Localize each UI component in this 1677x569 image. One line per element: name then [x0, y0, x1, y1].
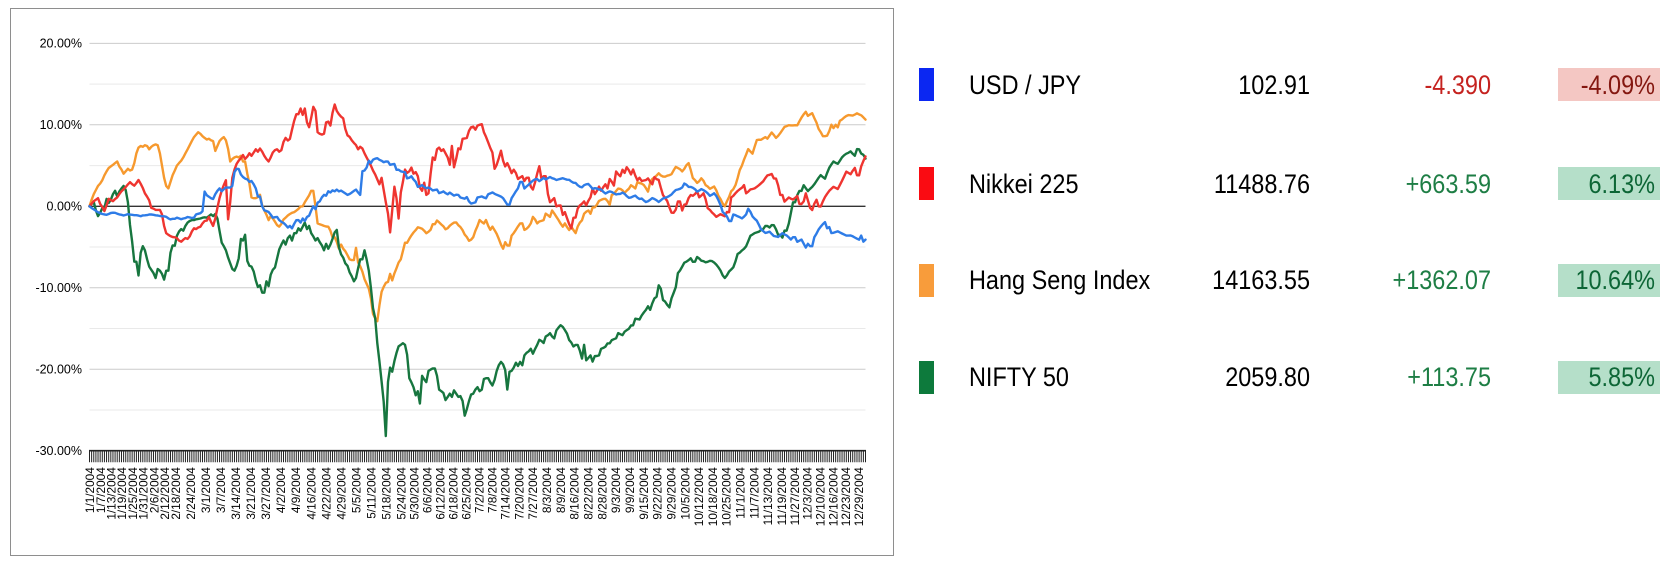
svg-text:2/6/2004: 2/6/2004: [147, 467, 161, 513]
svg-text:11/7/2004: 11/7/2004: [747, 467, 761, 519]
svg-text:4/22/2004: 4/22/2004: [319, 467, 333, 520]
svg-text:2/12/2004: 2/12/2004: [158, 467, 172, 520]
svg-text:6/25/2004: 6/25/2004: [460, 467, 474, 520]
svg-text:10/25/2004: 10/25/2004: [720, 467, 734, 526]
svg-text:11/19/2004: 11/19/2004: [775, 467, 789, 526]
svg-text:1/7/2004: 1/7/2004: [94, 467, 108, 513]
svg-text:1/13/2004: 1/13/2004: [105, 467, 119, 520]
svg-text:-20.00%: -20.00%: [35, 362, 82, 376]
svg-text:4/9/2004: 4/9/2004: [289, 467, 303, 513]
svg-text:8/22/2004: 8/22/2004: [582, 467, 596, 520]
svg-text:5/11/2004: 5/11/2004: [365, 467, 379, 519]
svg-text:9/15/2004: 9/15/2004: [637, 467, 651, 520]
svg-text:3/27/2004: 3/27/2004: [259, 467, 273, 520]
svg-text:7/20/2004: 7/20/2004: [512, 467, 526, 520]
svg-text:-10.00%: -10.00%: [35, 281, 82, 295]
svg-text:10/12/2004: 10/12/2004: [692, 467, 706, 526]
svg-text:10/5/2004: 10/5/2004: [678, 467, 692, 520]
svg-text:1/1/2004: 1/1/2004: [83, 467, 97, 513]
svg-text:7/14/2004: 7/14/2004: [499, 467, 513, 520]
svg-text:5/5/2004: 5/5/2004: [349, 467, 363, 513]
svg-text:6/18/2004: 6/18/2004: [447, 467, 461, 520]
svg-text:6/6/2004: 6/6/2004: [421, 467, 435, 513]
svg-text:11/13/2004: 11/13/2004: [761, 467, 775, 526]
svg-text:8/9/2004: 8/9/2004: [554, 467, 568, 513]
svg-text:12/29/2004: 12/29/2004: [852, 467, 866, 526]
svg-text:3/14/2004: 3/14/2004: [229, 467, 243, 520]
svg-text:4/2/2004: 4/2/2004: [274, 467, 288, 513]
svg-text:2/18/2004: 2/18/2004: [169, 467, 183, 520]
svg-text:8/3/2004: 8/3/2004: [540, 467, 554, 513]
svg-text:5/18/2004: 5/18/2004: [380, 467, 394, 520]
svg-text:7/27/2004: 7/27/2004: [526, 467, 540, 520]
svg-text:4/29/2004: 4/29/2004: [334, 467, 348, 520]
svg-text:20.00%: 20.00%: [40, 37, 82, 51]
svg-text:9/3/2004: 9/3/2004: [609, 467, 623, 513]
svg-text:2/24/2004: 2/24/2004: [184, 467, 198, 520]
svg-text:12/23/2004: 12/23/2004: [839, 467, 853, 526]
svg-text:1/25/2004: 1/25/2004: [126, 467, 140, 520]
svg-text:0.00%: 0.00%: [47, 200, 82, 214]
svg-text:9/9/2004: 9/9/2004: [623, 467, 637, 513]
svg-text:12/16/2004: 12/16/2004: [826, 467, 840, 526]
svg-text:9/22/2004: 9/22/2004: [651, 467, 665, 520]
svg-text:12/10/2004: 12/10/2004: [814, 467, 828, 526]
svg-text:7/2/2004: 7/2/2004: [473, 467, 487, 513]
svg-text:5/30/2004: 5/30/2004: [408, 467, 422, 520]
svg-text:10.00%: 10.00%: [40, 118, 82, 132]
svg-text:-30.00%: -30.00%: [35, 444, 82, 458]
svg-text:3/7/2004: 3/7/2004: [214, 467, 228, 513]
svg-text:3/1/2004: 3/1/2004: [199, 467, 213, 513]
svg-text:5/24/2004: 5/24/2004: [395, 467, 409, 520]
svg-text:11/27/2004: 11/27/2004: [788, 467, 802, 526]
svg-text:7/8/2004: 7/8/2004: [486, 467, 500, 513]
svg-text:3/21/2004: 3/21/2004: [244, 467, 258, 520]
svg-text:11/1/2004: 11/1/2004: [734, 467, 748, 519]
svg-text:10/18/2004: 10/18/2004: [706, 467, 720, 526]
svg-text:12/3/2004: 12/3/2004: [801, 467, 815, 520]
svg-text:8/28/2004: 8/28/2004: [595, 467, 609, 520]
svg-text:8/16/2004: 8/16/2004: [568, 467, 582, 520]
svg-text:1/31/2004: 1/31/2004: [137, 467, 151, 520]
svg-text:6/12/2004: 6/12/2004: [434, 467, 448, 520]
svg-text:9/29/2004: 9/29/2004: [664, 467, 678, 520]
svg-text:4/16/2004: 4/16/2004: [304, 467, 318, 520]
svg-text:1/19/2004: 1/19/2004: [115, 467, 129, 520]
